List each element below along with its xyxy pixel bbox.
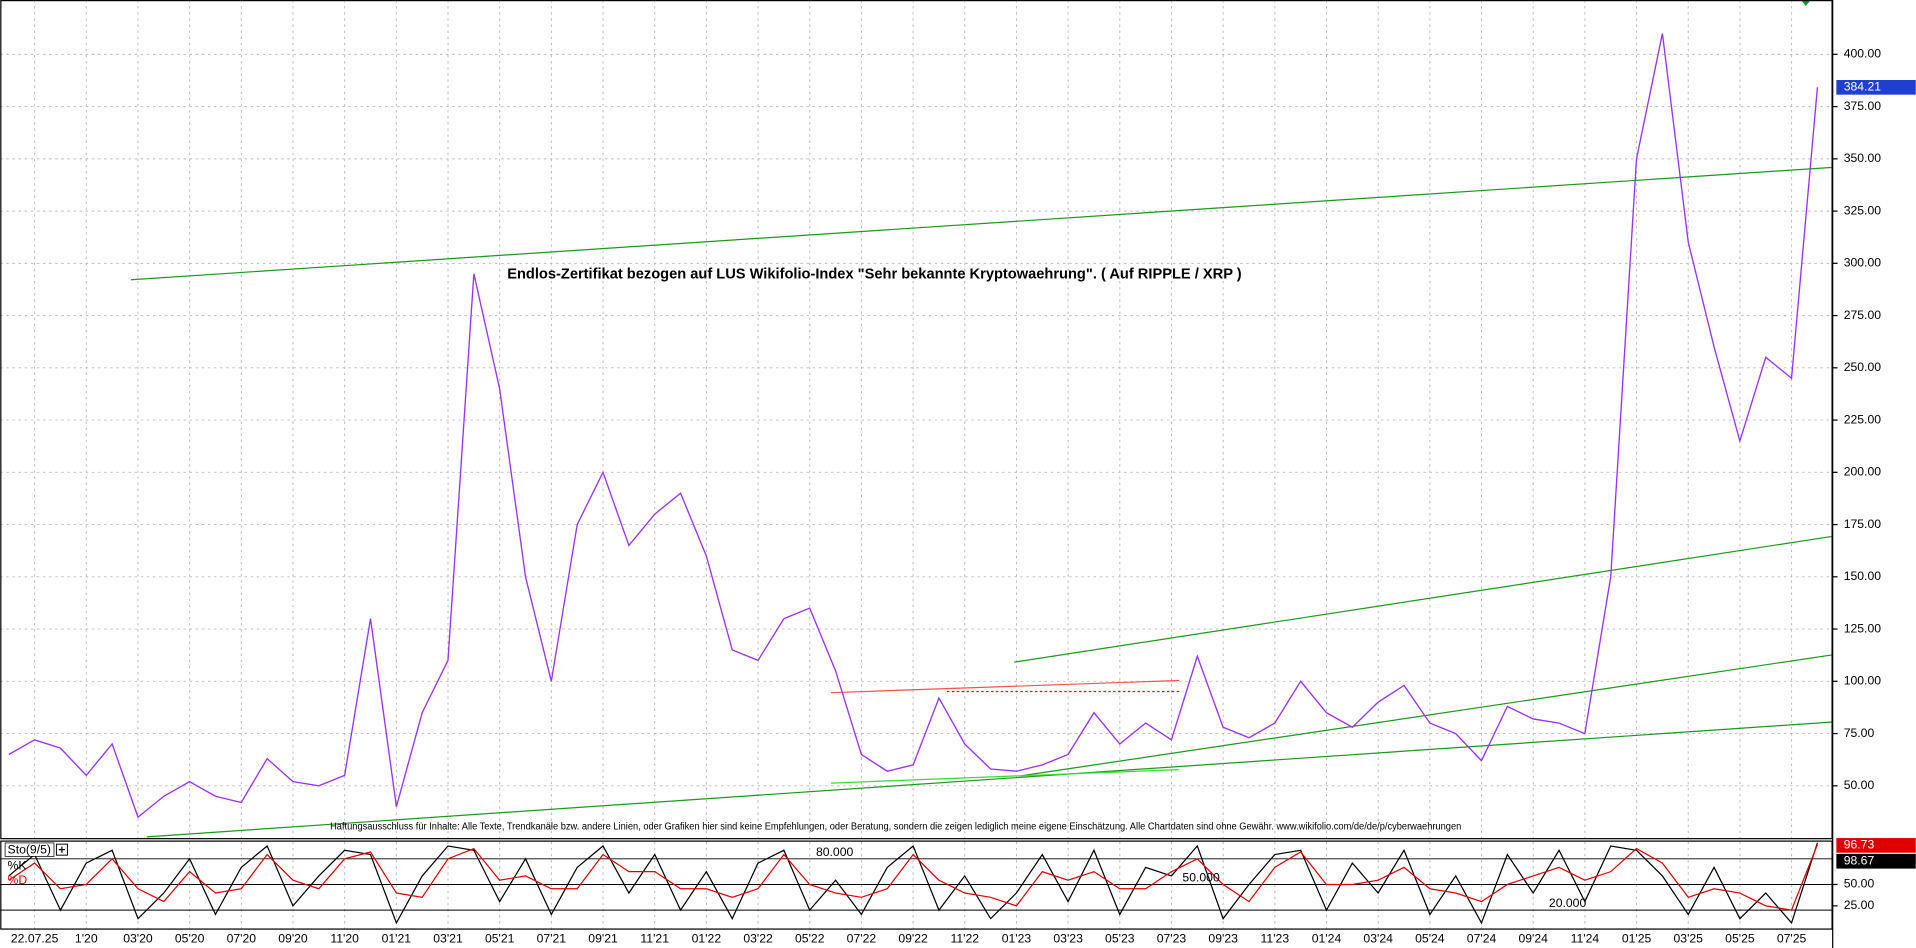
x-tick-label: 09'21 bbox=[588, 932, 618, 946]
x-tick-label: 09'20 bbox=[278, 932, 308, 946]
x-tick-label: 03'22 bbox=[743, 932, 773, 946]
y-tick-label: 200.00 bbox=[1844, 465, 1882, 479]
y-tick-label: 400.00 bbox=[1844, 47, 1882, 61]
value-tag-label: 96.73 bbox=[1844, 838, 1875, 852]
value-tag bbox=[1836, 838, 1916, 853]
x-tick-label: 07'23 bbox=[1157, 932, 1187, 946]
level-label: 80.000 bbox=[816, 845, 854, 859]
legend-entry: %D bbox=[8, 873, 28, 887]
y-tick-label: 175.00 bbox=[1844, 517, 1882, 531]
x-tick-label: 09'23 bbox=[1208, 932, 1238, 946]
y-tick-label: 25.00 bbox=[1844, 898, 1875, 912]
y-tick-label: 150.00 bbox=[1844, 569, 1882, 583]
value-tag bbox=[1836, 80, 1916, 95]
trendline bbox=[830, 679, 1180, 694]
y-tick-label: 100.00 bbox=[1844, 674, 1882, 688]
x-tick-label: 01'21 bbox=[382, 932, 412, 946]
x-tick-label: 03'21 bbox=[433, 932, 463, 946]
x-tick-label: 01'23 bbox=[1002, 932, 1032, 946]
y-tick-label: 250.00 bbox=[1844, 360, 1882, 374]
marker bbox=[1800, 0, 1811, 7]
indicator-title: Sto(9/5) bbox=[8, 842, 51, 856]
x-tick-label: 07'25 bbox=[1777, 932, 1807, 946]
y-tick-label: 125.00 bbox=[1844, 621, 1882, 635]
x-tick-label: 07'20 bbox=[227, 932, 257, 946]
x-tick-label: 11'24 bbox=[1571, 932, 1600, 946]
legend-entry: %K bbox=[8, 858, 27, 872]
x-tick-label: 03'24 bbox=[1363, 932, 1393, 946]
value-tag-label: 98.67 bbox=[1844, 853, 1875, 867]
add-icon bbox=[58, 846, 65, 853]
y-tick-label: 325.00 bbox=[1844, 203, 1882, 217]
indicator-box bbox=[4, 842, 55, 857]
x-tick-label: 22.07.25 bbox=[11, 932, 59, 946]
y-tick-label: 300.00 bbox=[1844, 256, 1882, 270]
y-tick-label: 350.00 bbox=[1844, 151, 1882, 165]
trendline bbox=[1014, 535, 1833, 663]
chart-title: Endlos-Zertifikat bezogen auf LUS Wikifo… bbox=[507, 267, 1242, 283]
x-tick-label: 11'23 bbox=[1261, 932, 1290, 946]
x-tick-label: 05'24 bbox=[1415, 932, 1445, 946]
indicator-line bbox=[8, 844, 1818, 911]
x-tick-label: 05'25 bbox=[1725, 932, 1755, 946]
level-label: 20.000 bbox=[1549, 896, 1587, 910]
x-tick-label: 1'20 bbox=[75, 932, 98, 946]
price-line bbox=[8, 33, 1819, 819]
y-tick-label: 375.00 bbox=[1844, 99, 1882, 113]
x-tick-label: 11'20 bbox=[330, 932, 359, 946]
y-tick-label: 50.00 bbox=[1844, 778, 1875, 792]
x-tick-label: 05'21 bbox=[485, 932, 515, 946]
trendline bbox=[146, 721, 1833, 838]
plot bbox=[8, 33, 1819, 925]
y-tick-label: 225.00 bbox=[1844, 412, 1882, 426]
x-tick-label: 03'25 bbox=[1673, 932, 1703, 946]
x-tick-label: 05'22 bbox=[795, 932, 825, 946]
x-tick-label: 11'21 bbox=[640, 932, 669, 946]
x-tick-label: 07'21 bbox=[537, 932, 567, 946]
x-tick-label: 05'20 bbox=[175, 932, 205, 946]
disclaimer: Haftungsausschluss für Inhalte: Alle Tex… bbox=[330, 822, 1461, 833]
x-tick-label: 07'24 bbox=[1467, 932, 1497, 946]
y-tick-label: 50.00 bbox=[1844, 877, 1875, 891]
x-tick-label: 01'25 bbox=[1622, 932, 1652, 946]
x-tick-label: 09'24 bbox=[1518, 932, 1548, 946]
x-tick-label: 11'22 bbox=[950, 932, 979, 946]
trendline bbox=[130, 166, 1833, 281]
x-tick-label: 03'20 bbox=[123, 932, 153, 946]
value-tag-label: 384.21 bbox=[1844, 80, 1882, 94]
trendlines bbox=[130, 0, 1833, 838]
level-label: 50.000 bbox=[1182, 871, 1220, 885]
y-tick-label: 275.00 bbox=[1844, 308, 1882, 322]
trendline bbox=[1021, 654, 1833, 777]
trendline bbox=[830, 769, 1180, 784]
x-tick-label: 01'24 bbox=[1312, 932, 1342, 946]
x-tick-label: 05'23 bbox=[1105, 932, 1135, 946]
x-tick-label: 03'23 bbox=[1053, 932, 1083, 946]
x-tick-label: 09'22 bbox=[898, 932, 928, 946]
x-tick-label: 07'22 bbox=[847, 932, 877, 946]
y-tick-label: 75.00 bbox=[1844, 726, 1875, 740]
value-tag bbox=[1836, 853, 1916, 869]
x-tick-label: 01'22 bbox=[692, 932, 722, 946]
